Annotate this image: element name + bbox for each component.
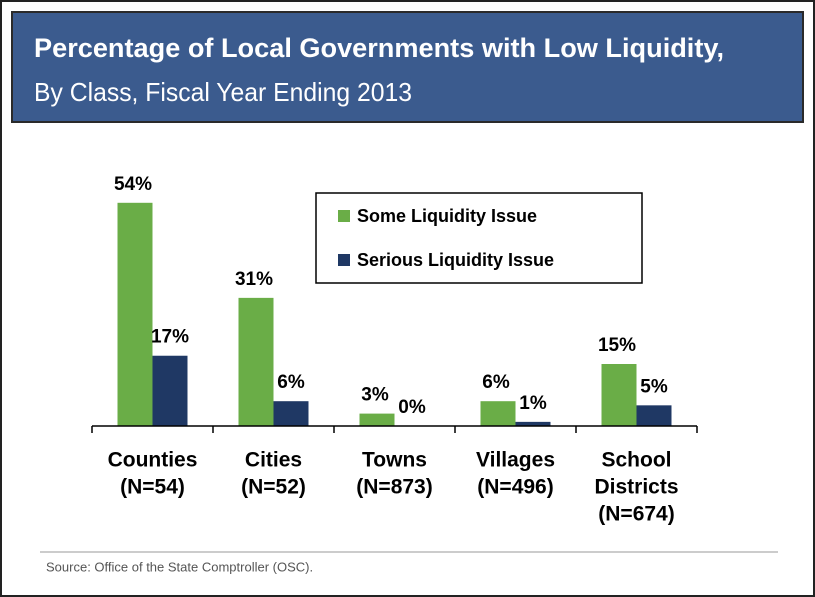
- x-tick-label: (N=52): [241, 476, 306, 499]
- bar: [359, 413, 395, 426]
- data-label: 5%: [640, 376, 668, 397]
- data-label: 17%: [151, 327, 189, 348]
- chart-title: Percentage of Local Governments with Low…: [34, 33, 724, 63]
- bar: [515, 421, 551, 426]
- bar: [117, 202, 153, 426]
- x-tick-label: Districts: [594, 476, 678, 499]
- bar: [480, 401, 516, 426]
- x-tick-label: (N=674): [598, 503, 674, 526]
- x-tick-label: (N=54): [120, 476, 185, 499]
- bar: [273, 401, 309, 426]
- bar: [601, 364, 637, 426]
- x-tick-label: Counties: [108, 449, 198, 472]
- data-label: 31%: [235, 269, 273, 290]
- data-label: 3%: [361, 385, 389, 406]
- data-label: 0%: [398, 397, 426, 418]
- legend: [315, 192, 643, 284]
- data-label: 1%: [519, 393, 547, 414]
- data-label: 6%: [277, 372, 305, 393]
- x-tick-label: Towns: [362, 449, 427, 472]
- legend-swatch: [338, 210, 350, 222]
- data-label: 54%: [114, 174, 152, 195]
- data-label: 6%: [482, 372, 510, 393]
- bar: [636, 405, 672, 426]
- data-label: 15%: [598, 335, 636, 356]
- legend-swatch: [338, 254, 350, 266]
- bar: [152, 355, 188, 426]
- title-banner: [11, 11, 804, 123]
- x-tick-label: School: [601, 449, 671, 472]
- x-tick-label: (N=496): [477, 476, 553, 499]
- source: Source: Office of the State Comptroller …: [46, 559, 313, 574]
- x-tick-label: Cities: [245, 449, 302, 472]
- legend-label: Some Liquidity Issue: [357, 206, 537, 226]
- x-tick-label: Villages: [476, 449, 555, 472]
- x-tick-label: (N=873): [356, 476, 432, 499]
- chart-subtitle: By Class, Fiscal Year Ending 2013: [34, 77, 412, 107]
- bar: [238, 297, 274, 426]
- legend-label: Serious Liquidity Issue: [357, 250, 554, 270]
